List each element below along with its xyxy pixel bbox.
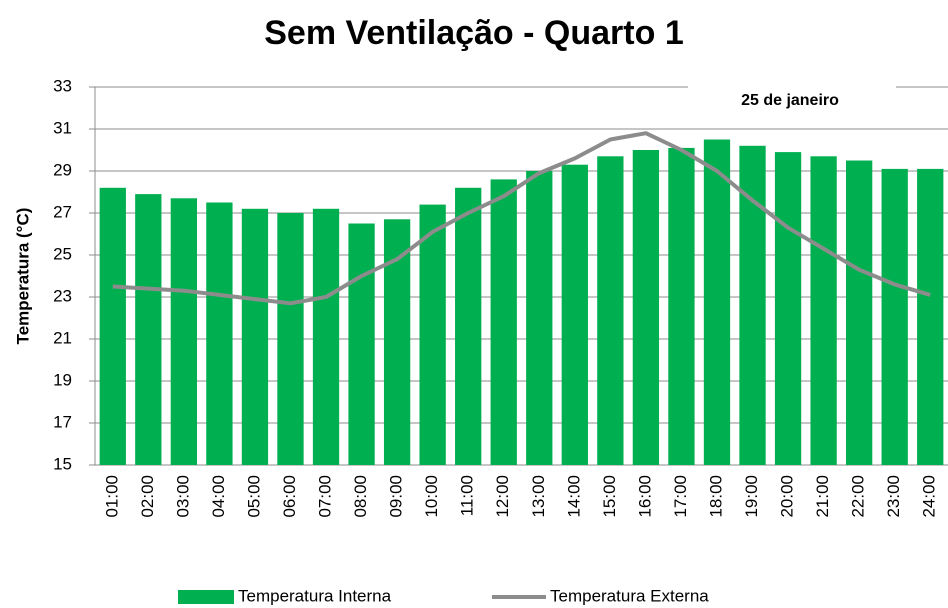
y-tick-label: 19 xyxy=(53,370,72,389)
x-tick-label: 02:00 xyxy=(138,475,157,518)
x-tick-label: 23:00 xyxy=(884,475,903,518)
x-tick-label: 03:00 xyxy=(173,475,192,518)
bar xyxy=(668,147,695,465)
bar xyxy=(241,208,269,466)
y-tick-label: 17 xyxy=(53,412,72,431)
bar xyxy=(526,171,553,465)
x-tick-label: 12:00 xyxy=(493,475,512,518)
bar xyxy=(312,208,340,466)
bar xyxy=(845,160,873,465)
y-tick-label: 27 xyxy=(53,202,72,221)
bar xyxy=(206,202,233,465)
line xyxy=(112,131,931,306)
x-tick-label: 20:00 xyxy=(778,475,797,518)
bar xyxy=(419,204,446,465)
x-tick-label: 06:00 xyxy=(280,475,299,518)
y-axis-label: Temperatura (°C) xyxy=(13,208,32,345)
bar xyxy=(810,156,837,466)
x-tick-label: 18:00 xyxy=(706,475,725,518)
x-tick-label: 14:00 xyxy=(564,475,583,518)
bar xyxy=(703,139,731,465)
bar xyxy=(632,150,660,465)
x-tick-label: 15:00 xyxy=(600,475,619,518)
y-tick-label: 25 xyxy=(53,244,72,263)
x-tick-label: 09:00 xyxy=(387,475,406,518)
bar xyxy=(917,168,944,465)
bar xyxy=(348,223,375,465)
x-tick-label: 17:00 xyxy=(671,475,690,518)
legend-label: Temperatura Interna xyxy=(238,586,392,605)
bar xyxy=(170,198,198,466)
bar xyxy=(99,187,126,466)
x-tick-label: 10:00 xyxy=(422,475,441,518)
y-tick-label: 29 xyxy=(53,160,72,179)
x-tick-label: 07:00 xyxy=(316,475,335,518)
bar xyxy=(490,179,517,465)
chart-title: Sem Ventilação - Quarto 1 xyxy=(264,14,683,52)
x-tick-label: 08:00 xyxy=(351,475,370,518)
annotation-box xyxy=(688,84,896,118)
x-tick-label: 01:00 xyxy=(102,475,121,518)
y-tick-label: 21 xyxy=(53,328,72,347)
y-tick-label: 33 xyxy=(53,76,72,95)
x-tick-label: 13:00 xyxy=(529,475,548,518)
y-tick-label: 15 xyxy=(53,454,72,473)
bar xyxy=(561,164,588,465)
x-tick-label: 21:00 xyxy=(813,475,832,518)
bar xyxy=(455,187,482,466)
y-tick-label: 31 xyxy=(53,118,72,137)
x-tick-label: 22:00 xyxy=(849,475,868,518)
bar xyxy=(383,219,411,465)
bar xyxy=(774,152,802,465)
bar xyxy=(597,156,624,466)
y-tick-label: 23 xyxy=(53,286,72,305)
x-tick-label: 19:00 xyxy=(742,475,761,518)
annotation: 25 de janeiro xyxy=(741,92,839,109)
bar xyxy=(881,168,908,465)
bar xyxy=(277,213,304,465)
bar xyxy=(135,194,162,465)
x-tick-label: 05:00 xyxy=(244,475,263,518)
x-tick-label: 04:00 xyxy=(209,475,228,518)
x-tick-label: 11:00 xyxy=(458,475,477,516)
legend-label: Temperatura Externa xyxy=(550,586,709,605)
x-tick-label: 24:00 xyxy=(920,475,939,518)
x-tick-label: 16:00 xyxy=(635,475,654,518)
legend-swatch xyxy=(178,590,234,604)
